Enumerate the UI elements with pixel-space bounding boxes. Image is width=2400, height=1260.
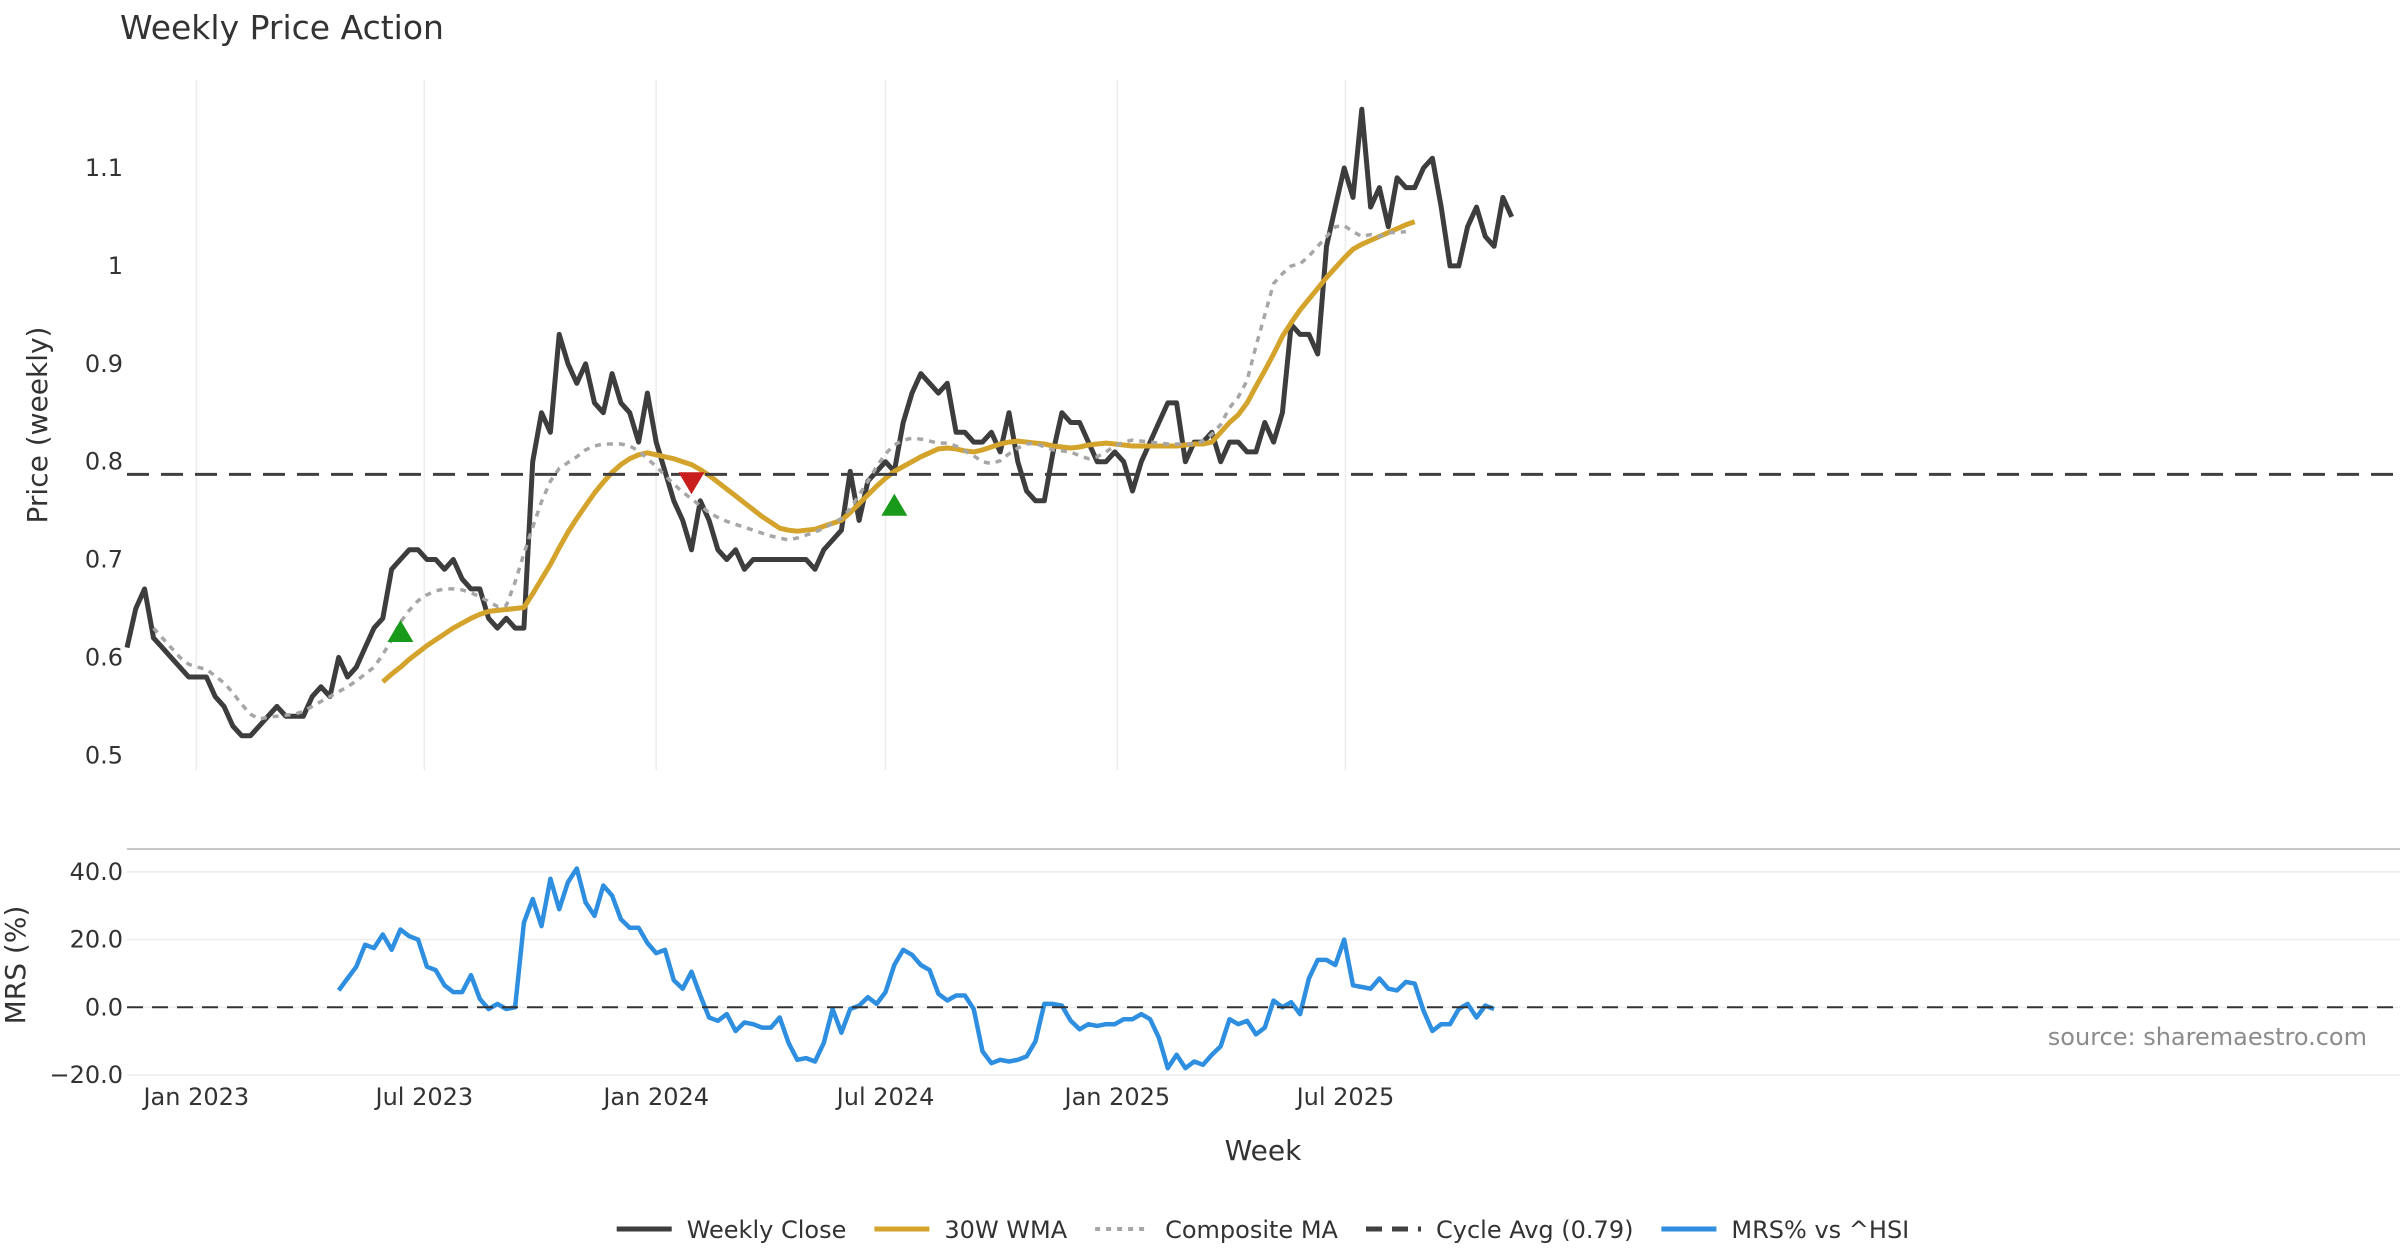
legend-item: Weekly Close bbox=[616, 1216, 847, 1244]
mrs-line bbox=[336, 866, 1495, 1071]
mrs-y-tick-label: 0.0 bbox=[85, 993, 123, 1021]
mrs-axis-title: MRS (%) bbox=[0, 906, 32, 1025]
legend-item: 30W WMA bbox=[874, 1216, 1068, 1244]
legend: Weekly Close 30W WMA Composite MA Cycle Avg… bbox=[616, 1216, 1909, 1244]
buy-signal-marker bbox=[387, 620, 414, 642]
x-tick-label: Jan 2024 bbox=[601, 1083, 709, 1111]
x-axis-title: Week bbox=[1225, 1134, 1302, 1167]
weekly-close-line bbox=[124, 106, 1514, 739]
legend-label: Weekly Close bbox=[687, 1216, 847, 1244]
mrs-y-tick-labels: −20.0 0.0 20.0 40.0 bbox=[49, 858, 123, 1089]
signal-markers bbox=[387, 472, 908, 642]
price-gridlines bbox=[195, 80, 1347, 770]
price-plot-area bbox=[124, 106, 2400, 739]
price-y-tick-label: 0.5 bbox=[85, 741, 123, 769]
mrs-y-tick-label: −20.0 bbox=[49, 1061, 123, 1089]
mrs-y-tick-label: 20.0 bbox=[70, 926, 123, 954]
legend-label: Cycle Avg (0.79) bbox=[1436, 1216, 1633, 1244]
legend-label: MRS% vs ^HSI bbox=[1731, 1216, 1909, 1244]
x-tick-label: Jan 2025 bbox=[1063, 1083, 1171, 1111]
price-y-tick-label: 0.7 bbox=[85, 546, 123, 574]
price-y-tick-label: 0.9 bbox=[85, 350, 123, 378]
source-annotation: source: sharemaestro.com bbox=[2048, 1023, 2367, 1051]
x-tick-label: Jan 2023 bbox=[141, 1083, 249, 1111]
legend-item: Cycle Avg (0.79) bbox=[1366, 1216, 1633, 1244]
buy-signal-marker bbox=[881, 493, 908, 516]
x-tick-labels: Jan 2023 Jul 2023 Jan 2024 Jul 2024 Jan 2025… bbox=[141, 1083, 1394, 1111]
price-y-tick-label: 0.6 bbox=[85, 643, 123, 671]
x-tick-label: Jul 2023 bbox=[374, 1083, 474, 1111]
price-y-tick-label: 1.1 bbox=[85, 154, 123, 182]
sell-signal-marker bbox=[678, 472, 705, 495]
x-tick-label: Jul 2025 bbox=[1295, 1083, 1395, 1111]
price-y-tick-label: 0.8 bbox=[85, 448, 123, 476]
x-tick-label: Jul 2024 bbox=[835, 1083, 935, 1111]
chart-title: Weekly Price Action bbox=[120, 8, 444, 47]
mrs-y-tick-label: 40.0 bbox=[70, 858, 123, 886]
mrs-plot-area bbox=[127, 866, 2400, 1071]
composite-ma-line bbox=[152, 223, 1407, 721]
price-y-tick-labels: 0.5 0.6 0.7 0.8 0.9 1 1.1 bbox=[85, 154, 123, 769]
legend-item: MRS% vs ^HSI bbox=[1661, 1216, 1909, 1244]
legend-item: Composite MA bbox=[1095, 1216, 1339, 1244]
price-y-tick-label: 1 bbox=[108, 252, 123, 280]
legend-label: Composite MA bbox=[1165, 1216, 1338, 1244]
legend-label: 30W WMA bbox=[944, 1216, 1067, 1244]
30w-wma-line bbox=[381, 219, 1416, 684]
price-axis-title: Price (weekly) bbox=[21, 327, 54, 524]
